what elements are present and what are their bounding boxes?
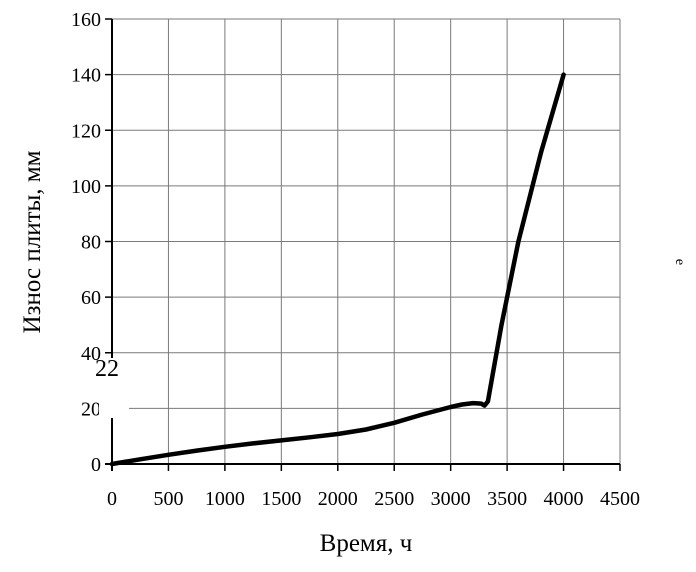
y-tick-label: 60 (81, 287, 101, 309)
annotation-label: 22 (95, 356, 119, 382)
x-tick-label: 2000 (318, 488, 358, 510)
x-tick-label: 500 (153, 488, 183, 510)
y-tick-label: 40 (81, 343, 101, 365)
y-axis-title: Износ плиты, мм (19, 150, 46, 333)
annotation-background (99, 358, 129, 418)
x-tick-label: 4000 (544, 488, 584, 510)
x-tick-label: 2500 (374, 488, 414, 510)
y-tick-label: 120 (71, 120, 101, 142)
series-line (109, 72, 566, 467)
side-mark: e (672, 259, 687, 265)
y-tick-label: 140 (71, 65, 101, 87)
x-tick-label: 4500 (600, 488, 640, 510)
y-tick-label: 20 (81, 398, 101, 420)
x-tick-label: 0 (107, 488, 117, 510)
y-tick-label: 100 (71, 176, 101, 198)
x-axis-title: Время, ч (320, 530, 413, 557)
axes (105, 19, 620, 471)
ticks: 0 500 1000 1500 2000 2500 3000 3500 4000 4500 0 20 4… (71, 9, 640, 510)
x-tick-label: 1500 (261, 488, 301, 510)
x-tick-label: 3000 (431, 488, 471, 510)
grid (112, 18, 621, 464)
series (109, 72, 566, 467)
y-tick-label: 160 (71, 9, 101, 31)
y-tick-label: 0 (91, 454, 101, 476)
y-tick-label: 80 (81, 232, 101, 254)
x-tick-label: 3500 (487, 488, 527, 510)
x-tick-label: 1000 (205, 488, 245, 510)
